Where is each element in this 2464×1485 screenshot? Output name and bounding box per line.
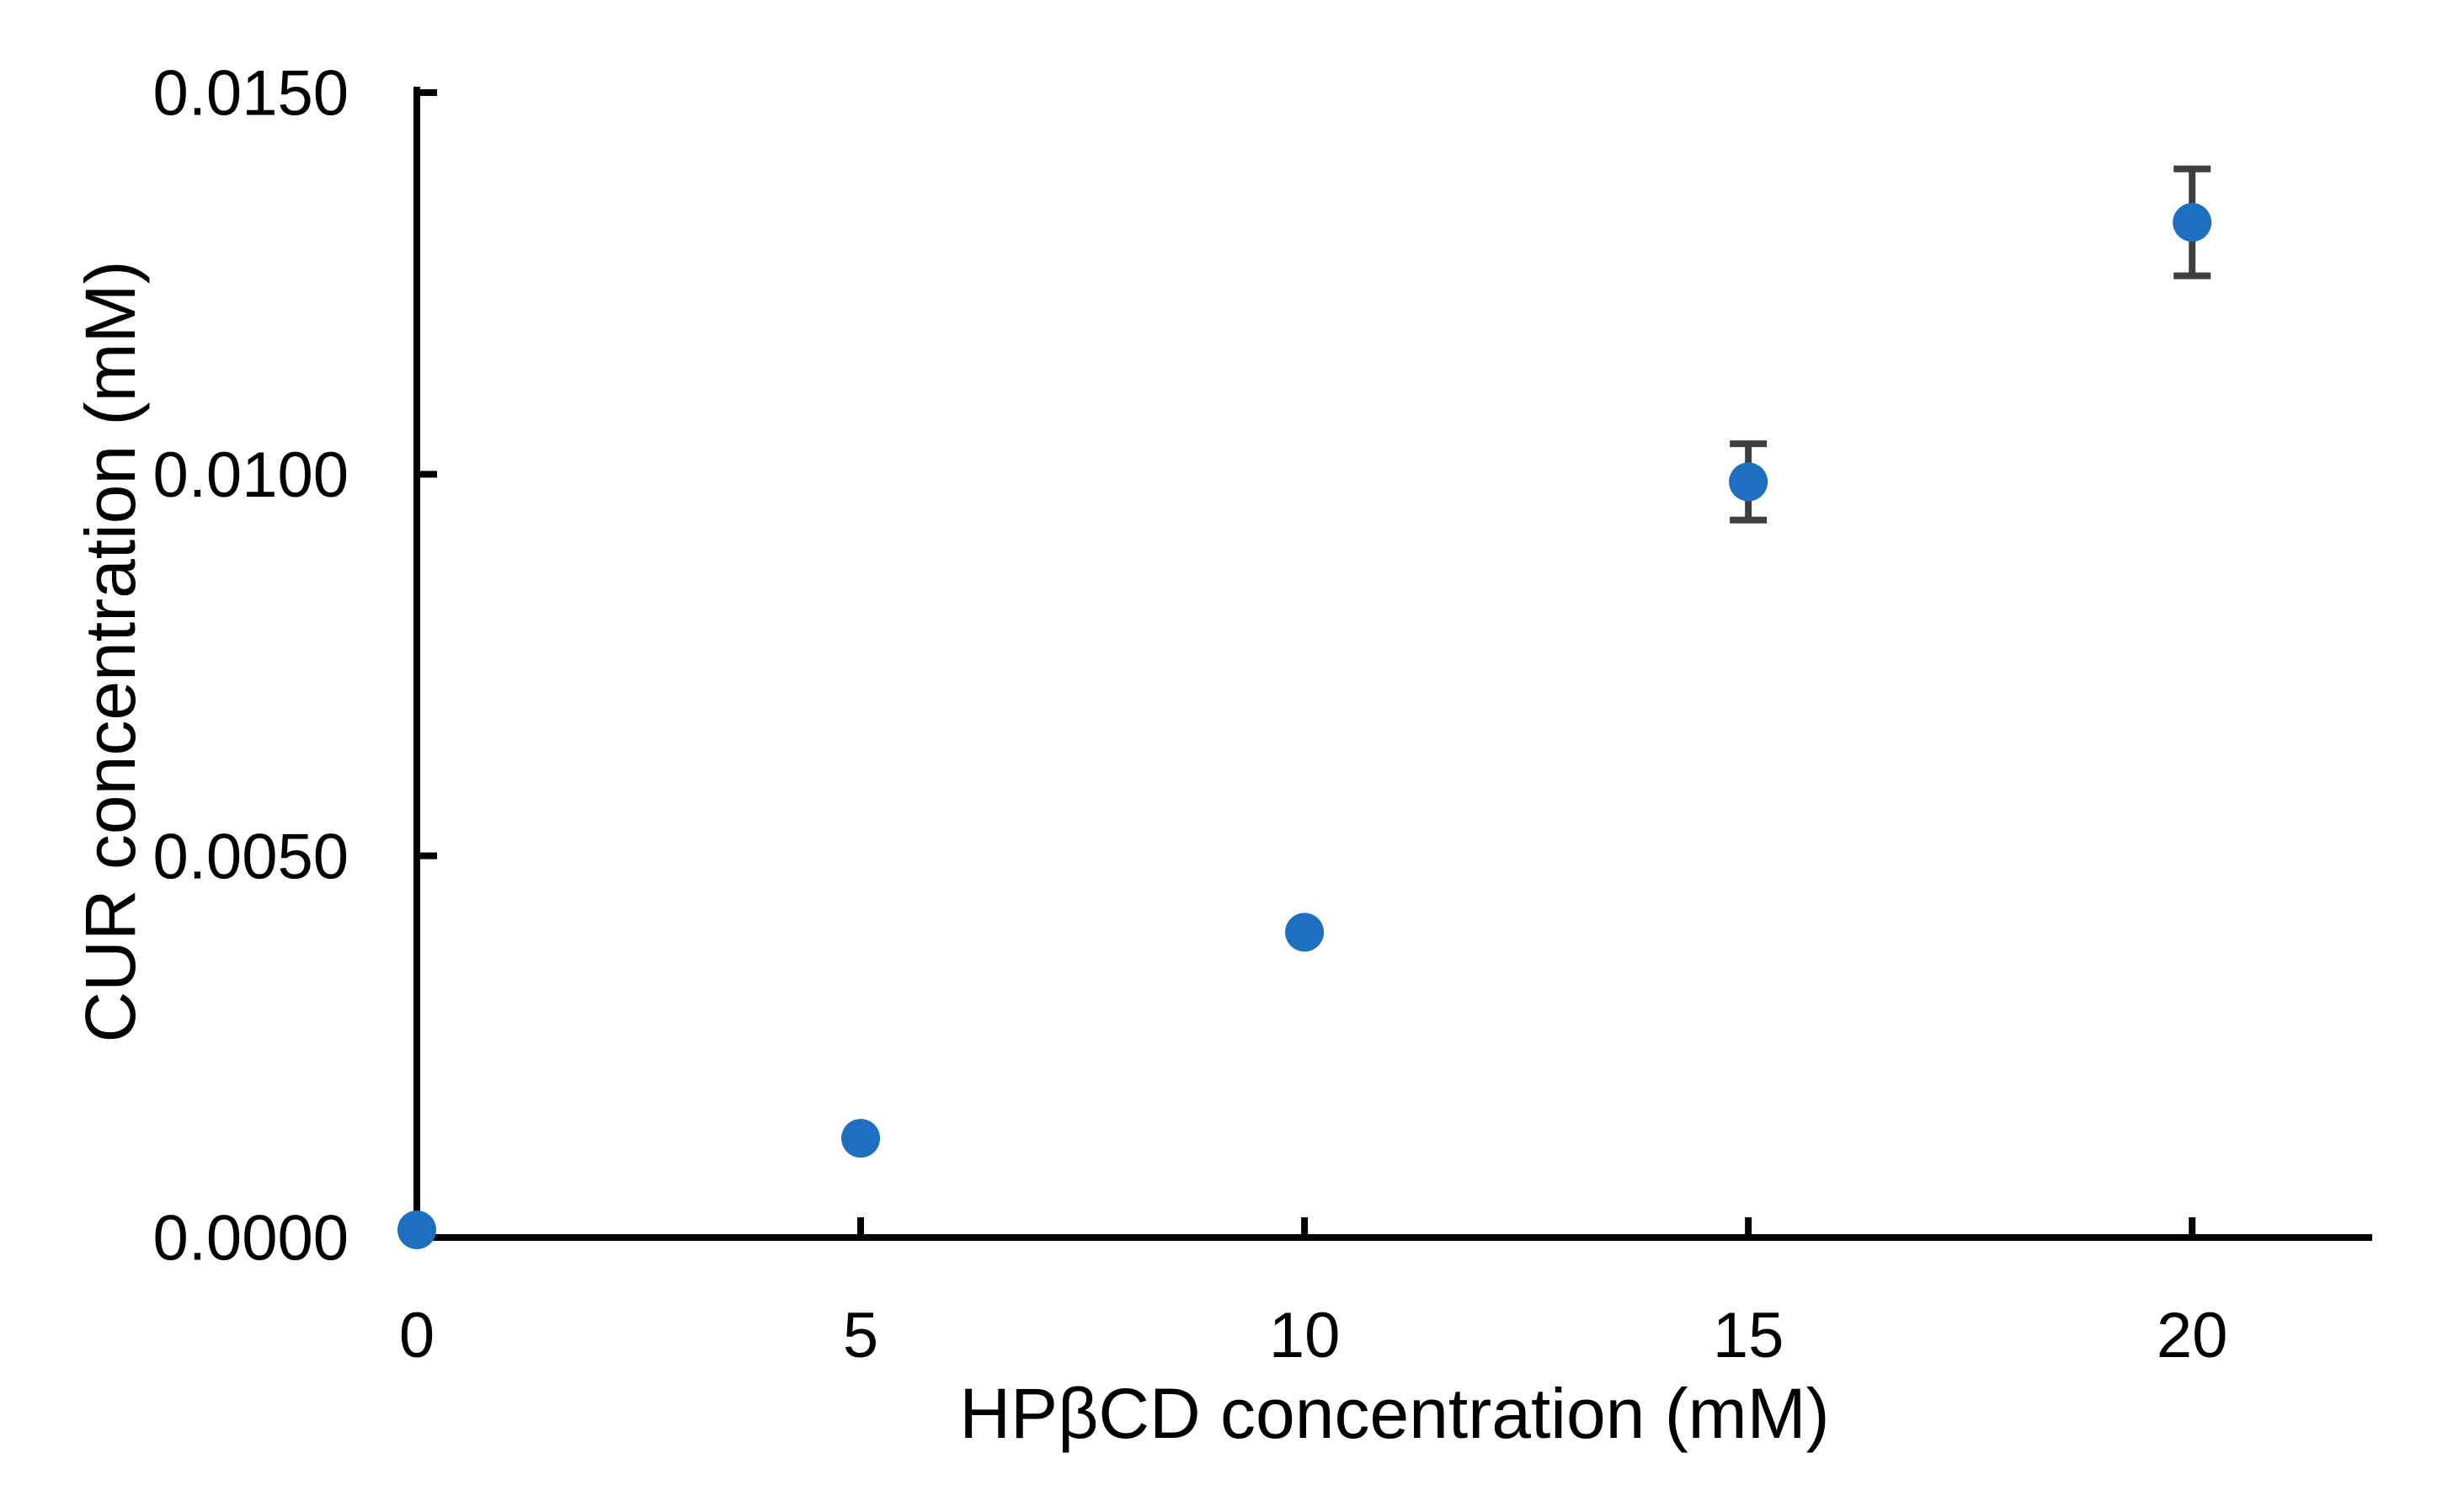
x-tick-label: 15: [1713, 1300, 1784, 1371]
x-tick-label: 20: [2157, 1300, 2228, 1371]
data-point-marker: [397, 1210, 436, 1249]
y-tick-label: 0.0000: [153, 1203, 349, 1275]
x-tick-label: 5: [843, 1300, 878, 1371]
x-axis-title: HPβCD concentration (mM): [959, 1374, 1829, 1453]
y-axis-title: CUR concentration (mM): [71, 261, 150, 1043]
data-point-marker: [1285, 913, 1325, 952]
data-point-marker: [1729, 462, 1768, 502]
x-tick-label: 10: [1269, 1300, 1341, 1371]
y-tick-label: 0.0150: [153, 58, 349, 130]
x-tick-label: 0: [399, 1300, 435, 1371]
data-point-marker: [841, 1119, 881, 1158]
y-tick-label: 0.0100: [153, 439, 349, 511]
y-tick-label: 0.0050: [153, 821, 349, 892]
data-point-marker: [2173, 203, 2212, 242]
